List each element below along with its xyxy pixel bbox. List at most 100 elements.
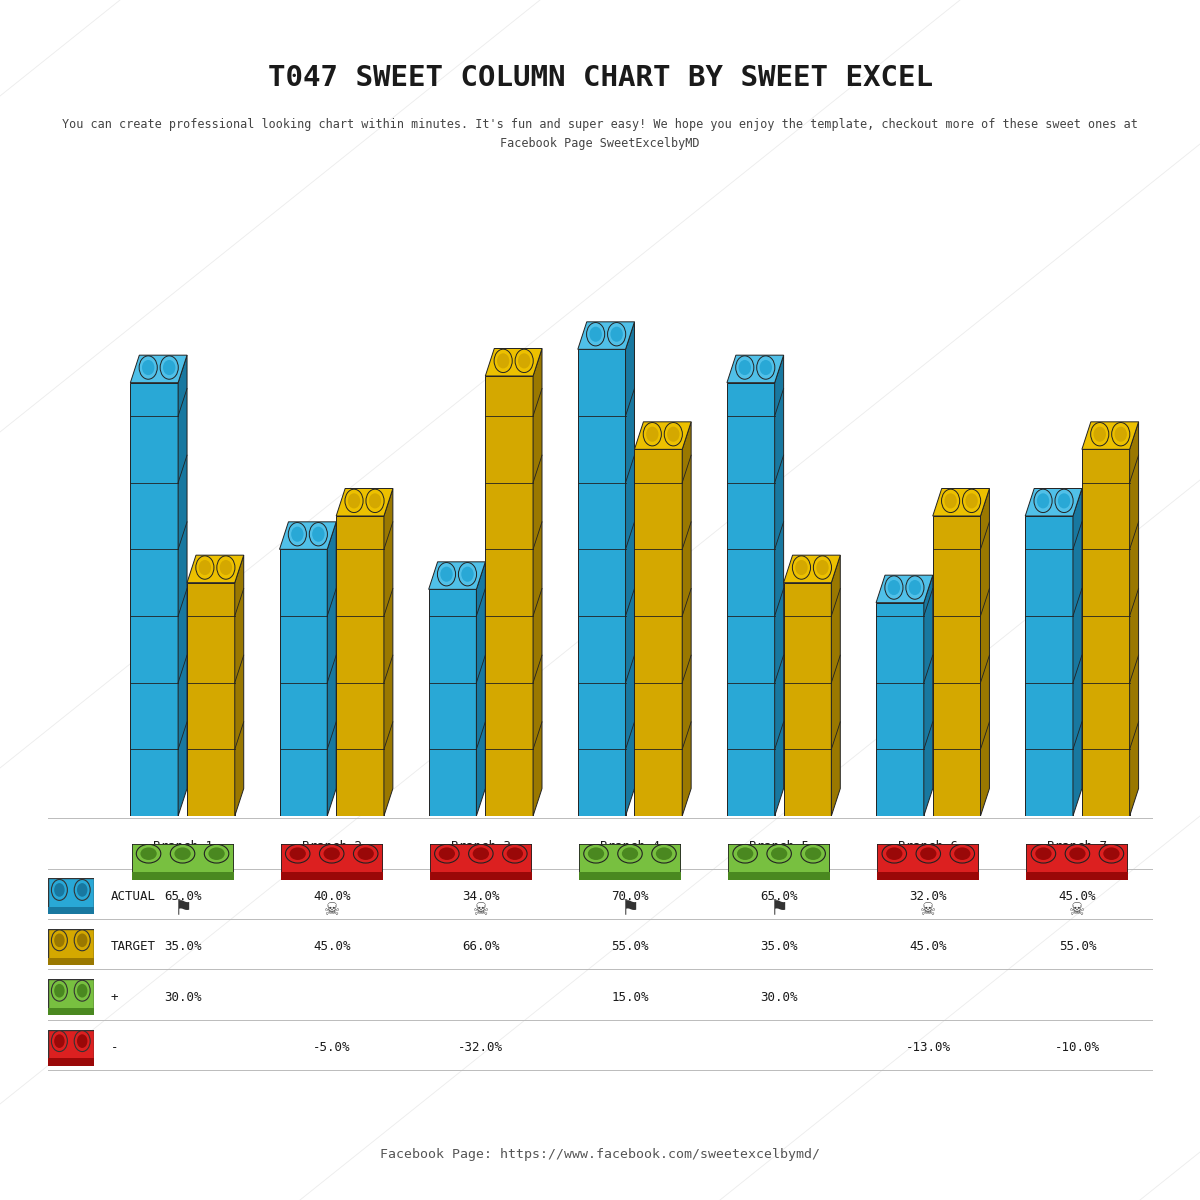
Ellipse shape [439, 847, 455, 860]
Bar [1025, 516, 1073, 816]
Polygon shape [178, 355, 187, 816]
Text: Branch 4: Branch 4 [600, 840, 660, 852]
Bar [1026, 871, 1128, 880]
Ellipse shape [950, 845, 974, 863]
Bar [428, 589, 476, 816]
Ellipse shape [288, 522, 306, 546]
Ellipse shape [607, 323, 625, 346]
Ellipse shape [908, 580, 922, 595]
Text: 70.0%: 70.0% [611, 890, 649, 902]
Ellipse shape [142, 360, 155, 376]
Ellipse shape [54, 934, 65, 947]
Ellipse shape [954, 847, 971, 860]
Text: 40.0%: 40.0% [313, 890, 350, 902]
Ellipse shape [319, 845, 344, 863]
Ellipse shape [77, 883, 88, 896]
Text: -5.0%: -5.0% [313, 1042, 350, 1054]
Ellipse shape [368, 493, 382, 509]
Text: 34.0%: 34.0% [462, 890, 499, 902]
Text: Branch 1: Branch 1 [152, 840, 212, 852]
Ellipse shape [1111, 422, 1130, 446]
Text: 45.0%: 45.0% [313, 941, 350, 953]
Ellipse shape [1115, 427, 1127, 442]
Text: +: + [110, 991, 118, 1003]
Polygon shape [1129, 422, 1139, 816]
Polygon shape [876, 575, 932, 602]
Text: 55.0%: 55.0% [1058, 941, 1096, 953]
Bar [48, 1008, 94, 1015]
Ellipse shape [358, 847, 374, 860]
Polygon shape [980, 488, 990, 816]
Text: 30.0%: 30.0% [761, 991, 798, 1003]
Polygon shape [476, 562, 485, 816]
Polygon shape [625, 322, 635, 816]
Text: ⚑: ⚑ [173, 900, 192, 919]
Ellipse shape [209, 847, 224, 860]
Ellipse shape [354, 845, 378, 863]
Text: ⚑: ⚑ [620, 900, 640, 919]
Bar [578, 349, 625, 816]
Text: 65.0%: 65.0% [164, 890, 202, 902]
Bar [1082, 449, 1129, 816]
Ellipse shape [74, 930, 90, 950]
Ellipse shape [1037, 493, 1049, 509]
Ellipse shape [515, 349, 533, 372]
Ellipse shape [767, 845, 791, 863]
Ellipse shape [348, 493, 360, 509]
Polygon shape [428, 562, 485, 589]
Ellipse shape [1099, 845, 1123, 863]
Ellipse shape [816, 560, 829, 575]
Ellipse shape [292, 527, 304, 541]
Ellipse shape [587, 323, 605, 346]
Ellipse shape [888, 580, 900, 595]
Ellipse shape [589, 326, 602, 342]
Ellipse shape [434, 845, 460, 863]
Text: TARGET: TARGET [110, 941, 155, 953]
Ellipse shape [916, 845, 941, 863]
Ellipse shape [170, 845, 194, 863]
Ellipse shape [52, 880, 67, 900]
Ellipse shape [1031, 845, 1056, 863]
Text: -13.0%: -13.0% [906, 1042, 950, 1054]
Ellipse shape [1066, 845, 1090, 863]
Polygon shape [727, 355, 784, 383]
Text: ☠: ☠ [1069, 900, 1086, 919]
Bar [131, 383, 178, 816]
Ellipse shape [920, 847, 936, 860]
Ellipse shape [74, 980, 90, 1001]
Ellipse shape [286, 845, 310, 863]
Ellipse shape [174, 847, 191, 860]
Bar [635, 449, 682, 816]
Ellipse shape [737, 847, 754, 860]
Ellipse shape [139, 356, 157, 379]
Ellipse shape [310, 522, 328, 546]
Text: 35.0%: 35.0% [761, 941, 798, 953]
Polygon shape [328, 522, 336, 816]
Bar [877, 871, 979, 880]
Polygon shape [485, 348, 542, 376]
Ellipse shape [312, 527, 324, 541]
Polygon shape [683, 422, 691, 816]
Ellipse shape [1058, 493, 1070, 509]
Ellipse shape [652, 845, 677, 863]
Bar [281, 871, 383, 880]
Ellipse shape [54, 984, 65, 997]
Ellipse shape [886, 847, 902, 860]
Bar [784, 583, 832, 816]
Ellipse shape [1093, 427, 1106, 442]
Ellipse shape [770, 847, 787, 860]
Text: ☠: ☠ [920, 900, 936, 919]
Ellipse shape [473, 847, 490, 860]
Ellipse shape [461, 566, 474, 582]
Bar [48, 907, 94, 914]
Ellipse shape [163, 360, 175, 376]
Text: Branch 6: Branch 6 [899, 840, 959, 852]
Bar [280, 550, 328, 816]
Ellipse shape [204, 845, 229, 863]
Ellipse shape [366, 490, 384, 512]
Ellipse shape [656, 847, 672, 860]
Polygon shape [578, 322, 635, 349]
Ellipse shape [757, 356, 775, 379]
Ellipse shape [942, 490, 960, 512]
Ellipse shape [74, 1031, 90, 1051]
